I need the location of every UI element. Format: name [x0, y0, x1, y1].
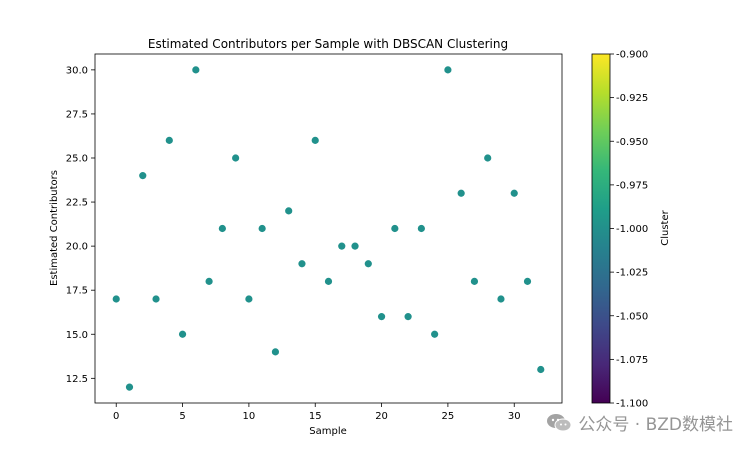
data-point [192, 66, 200, 74]
data-point [377, 313, 386, 321]
watermark-text: 公众号 · BZD数模社 [578, 415, 733, 435]
colorbar-tick-label: -0.925 [616, 93, 648, 104]
y-tick-label: 15.0 [66, 330, 88, 341]
data-point [245, 295, 253, 303]
data-point [537, 365, 545, 374]
data-point [152, 295, 160, 303]
data-point [431, 330, 439, 338]
x-tick-label: 30 [508, 411, 521, 422]
colorbar-label: Cluster [660, 209, 671, 245]
colorbar: -0.900 -0.925 -0.950 -0.975 -1.000 -1.025 -1.0… [591, 50, 671, 410]
y-tick-label: 12.5 [66, 374, 88, 385]
data-point [324, 277, 333, 285]
x-tick-label: 15 [309, 411, 322, 422]
data-point [125, 383, 134, 391]
x-tick-label: 20 [375, 411, 388, 422]
colorbar-gradient [592, 54, 610, 403]
data-point [364, 260, 372, 268]
y-tick-label: 17.5 [66, 286, 88, 297]
x-tick-label: 5 [179, 411, 185, 422]
data-point [351, 242, 359, 250]
data-point [258, 224, 266, 233]
data-point [112, 295, 120, 303]
data-point [497, 295, 505, 303]
x-tick-label: 25 [442, 411, 455, 422]
plot-background [95, 54, 562, 403]
x-axis-label: Sample [309, 426, 347, 437]
colorbar-tick-label: -0.900 [616, 50, 648, 61]
data-point [417, 224, 425, 233]
colorbar-tick-label: -0.975 [616, 180, 648, 191]
data-points [112, 66, 545, 391]
wechat-icon [546, 413, 572, 433]
y-axis-label: Estimated Contributors [49, 170, 60, 286]
colorbar-tick-label: -1.050 [616, 311, 648, 322]
data-point [178, 330, 187, 338]
x-axis: 0 5 10 15 20 25 30 [113, 403, 521, 422]
y-tick-label: 25.0 [66, 153, 88, 164]
data-point [271, 348, 280, 356]
y-tick-label: 27.5 [66, 109, 88, 120]
x-tick-label: 10 [243, 411, 256, 422]
chart-title: Estimated Contributors per Sample with D… [148, 37, 508, 51]
data-point [139, 172, 147, 180]
y-tick-label: 22.5 [66, 198, 88, 209]
data-point [457, 189, 465, 197]
data-point [391, 224, 399, 233]
y-tick-label: 30.0 [66, 65, 88, 76]
data-point [205, 277, 213, 285]
colorbar-tick-label: -1.025 [616, 268, 648, 279]
y-axis: 12.5 15.0 17.5 20.0 22.5 25.0 27.5 30.0 [66, 65, 95, 385]
data-point [298, 260, 306, 268]
colorbar-ticks: -0.900 -0.925 -0.950 -0.975 -1.000 -1.025 -1.0… [610, 50, 648, 410]
y-tick-label: 20.0 [66, 242, 88, 253]
x-tick-label: 0 [113, 411, 119, 422]
colorbar-tick-label: -1.075 [616, 355, 648, 366]
data-point [232, 154, 240, 162]
data-point [510, 189, 518, 197]
data-point [218, 224, 226, 233]
data-point [165, 136, 173, 144]
plot-area [95, 54, 562, 403]
colorbar-tick-label: -1.100 [616, 399, 648, 410]
colorbar-tick-label: -0.950 [616, 137, 648, 148]
data-point [523, 277, 532, 285]
watermark: 公众号 · BZD数模社 [546, 410, 733, 435]
data-point [444, 66, 452, 74]
data-point [311, 136, 319, 144]
data-point [404, 313, 412, 321]
data-point [338, 242, 346, 250]
colorbar-tick-label: -1.000 [616, 224, 648, 235]
data-point [285, 207, 293, 215]
plot-frame [94, 53, 563, 404]
data-point [484, 154, 492, 162]
data-point [470, 277, 479, 285]
